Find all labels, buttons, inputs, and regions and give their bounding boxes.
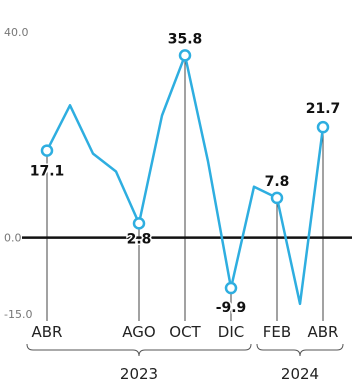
x-tick-label: DIC: [218, 323, 244, 341]
data-label: 17.1: [30, 164, 65, 180]
data-label: 21.7: [306, 101, 341, 117]
data-label: 7.8: [265, 174, 290, 190]
y-tick-label: 0.0: [4, 232, 22, 245]
x-tick-label: FEB: [263, 323, 291, 341]
axes-layer: 40.0 0.0 -15.0: [4, 26, 352, 357]
data-point-marker: [40, 144, 54, 157]
x-tick-label: ABR: [32, 323, 63, 341]
drop-lines-layer: [46, 55, 324, 321]
data-point-marker: [132, 217, 146, 230]
y-tick-label: -15.0: [4, 308, 32, 321]
markers-layer: [40, 49, 330, 295]
x-tick-label: AGO: [122, 323, 155, 341]
year-label: 2024: [281, 365, 319, 383]
x-tick-label: OCT: [169, 323, 201, 341]
data-label: 2.8: [127, 231, 152, 247]
data-label: -9.9: [216, 300, 247, 316]
y-tick-label: 40.0: [4, 26, 29, 39]
labels-layer: 17.1 2.8 35.8 -9.9 7.8 21.7 ABR AGO OCT DIC FEB ABR…: [28, 30, 342, 383]
year-group-brace: [26, 343, 252, 357]
data-point-marker: [178, 49, 192, 62]
data-point-marker: [270, 191, 284, 205]
data-label: 35.8: [168, 31, 203, 47]
year-group-brace: [256, 343, 344, 357]
x-tick-label: ABR: [308, 323, 339, 341]
data-point-marker: [224, 281, 238, 295]
year-label: 2023: [120, 365, 158, 383]
data-point-marker: [316, 120, 330, 134]
